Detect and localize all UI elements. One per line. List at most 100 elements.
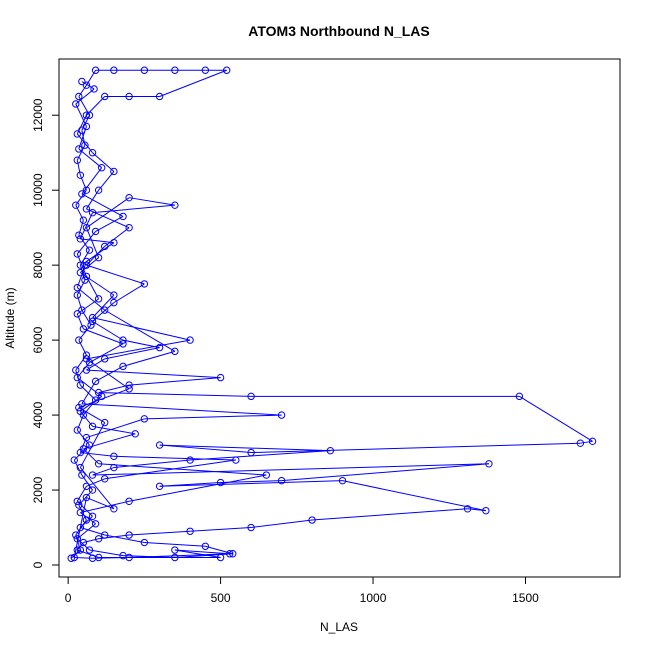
data-point <box>125 223 133 232</box>
data-point <box>88 149 97 157</box>
series-segment <box>75 204 84 221</box>
data-point <box>79 216 88 224</box>
series-segment <box>80 500 130 514</box>
series-segment <box>80 272 115 296</box>
data-point <box>82 351 91 359</box>
data-point <box>82 272 91 281</box>
y-axis: 0 2000 4000 6000 8000 10000 12000 <box>31 98 60 568</box>
data-point <box>171 546 179 554</box>
data-point <box>72 201 80 209</box>
data-point <box>262 471 271 479</box>
data-point <box>85 546 94 554</box>
data-point <box>73 426 81 434</box>
data-point <box>85 111 94 119</box>
data-point <box>125 385 133 393</box>
series-segment <box>251 519 313 529</box>
data-point <box>94 186 103 194</box>
data-point <box>155 343 164 352</box>
data-point <box>88 317 97 326</box>
x-axis-label: N_LAS <box>320 620 358 634</box>
series-segment <box>190 450 331 461</box>
data-point <box>73 283 81 292</box>
data-point <box>82 81 91 89</box>
y-tick-label: 4000 <box>31 401 45 428</box>
data-point <box>119 340 127 348</box>
data-point <box>119 362 127 371</box>
series-segment <box>76 287 106 311</box>
series-segment <box>80 238 114 244</box>
data-point <box>125 193 133 202</box>
series-points <box>67 66 597 562</box>
data-point <box>73 373 81 382</box>
data-point <box>222 66 231 74</box>
data-point <box>131 430 139 438</box>
data-point <box>186 336 194 344</box>
data-point <box>482 506 490 515</box>
data-point <box>201 542 210 550</box>
data-point <box>171 66 179 74</box>
data-point <box>216 478 225 487</box>
data-point <box>247 523 255 532</box>
data-point <box>82 186 91 194</box>
data-point <box>76 523 85 532</box>
data-point <box>76 463 85 472</box>
series-segment <box>95 365 124 382</box>
data-point <box>110 66 118 74</box>
data-point <box>101 306 109 314</box>
data-point <box>186 456 194 464</box>
data-point <box>73 156 81 164</box>
series-segment <box>159 480 343 487</box>
series-segment <box>86 242 115 262</box>
data-point <box>576 439 585 447</box>
data-point <box>88 313 97 322</box>
series-segment <box>205 545 233 555</box>
data-point <box>82 482 91 490</box>
data-point <box>75 501 83 509</box>
data-point <box>277 476 286 485</box>
data-point <box>82 433 91 442</box>
data-point <box>125 497 133 505</box>
data-point <box>76 235 85 243</box>
data-point <box>82 205 91 213</box>
data-point <box>91 377 100 386</box>
data-point <box>88 554 97 562</box>
series-segment <box>144 414 282 420</box>
data-point <box>110 452 118 461</box>
series-segment <box>86 369 221 379</box>
series-segment <box>98 384 130 394</box>
series-segment <box>92 557 130 559</box>
data-point <box>90 85 98 93</box>
data-point <box>101 355 109 363</box>
data-point <box>226 550 234 558</box>
series-segment <box>83 538 99 544</box>
series-segment <box>174 549 230 555</box>
data-point <box>82 261 91 269</box>
y-tick-label: 2000 <box>31 476 45 503</box>
series-segment <box>70 549 81 559</box>
data-point <box>91 66 100 74</box>
data-point <box>308 516 316 524</box>
series-segment <box>86 197 130 229</box>
series-segment <box>281 463 489 482</box>
data-point <box>79 538 88 547</box>
series-segment <box>98 171 115 191</box>
data-point <box>85 246 94 254</box>
data-point <box>94 295 103 303</box>
series-segment <box>76 294 83 311</box>
data-point <box>247 448 255 457</box>
data-point <box>97 392 106 401</box>
data-point <box>73 535 81 543</box>
data-point <box>85 358 94 367</box>
data-point <box>171 201 179 209</box>
data-point <box>76 171 85 179</box>
series-segment <box>113 455 236 461</box>
series-segment <box>75 88 95 105</box>
data-point <box>73 310 81 318</box>
series-segment <box>92 425 136 435</box>
data-point <box>76 268 85 277</box>
data-point <box>88 422 97 431</box>
series-segment <box>75 103 87 127</box>
data-point <box>73 546 81 554</box>
series-segment <box>78 504 87 521</box>
series-segment <box>104 459 236 480</box>
